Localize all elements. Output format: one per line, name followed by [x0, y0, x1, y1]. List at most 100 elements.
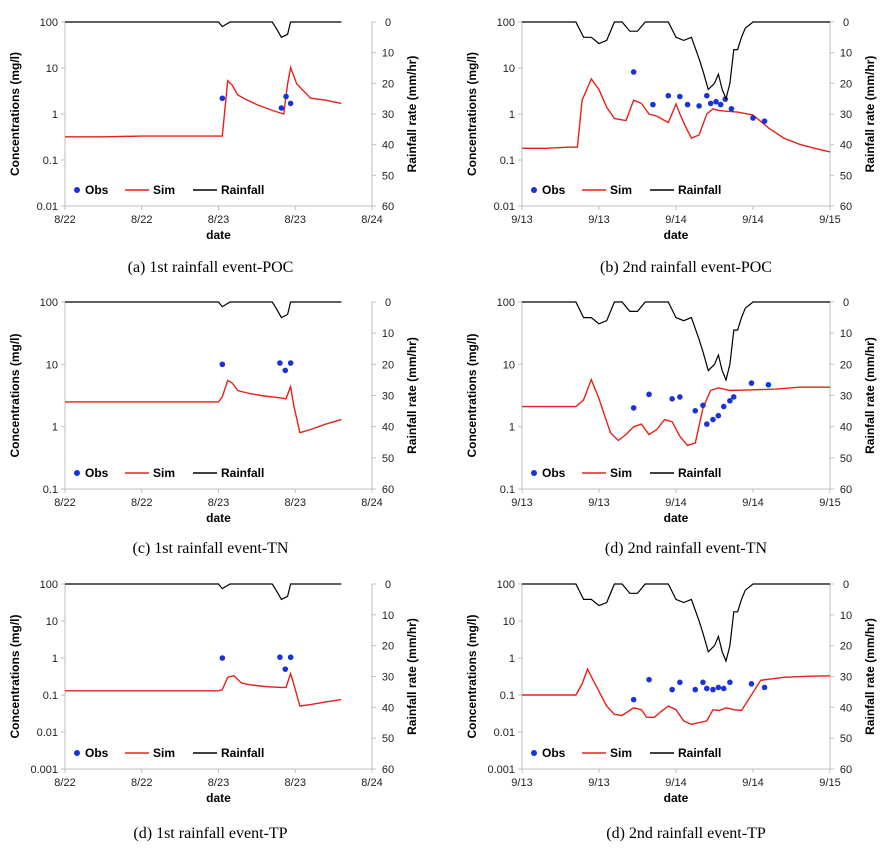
obs-point: [646, 676, 652, 683]
y-tick-label: 0.001: [487, 764, 515, 776]
x-tick-label: 8/22: [54, 777, 75, 789]
y2-tick-label: 40: [382, 422, 394, 434]
obs-point: [730, 394, 737, 400]
obs-point: [287, 654, 294, 661]
x-tick-label: 8/22: [54, 497, 75, 509]
y-tick-label: 0.1: [43, 484, 58, 496]
obs-point: [717, 101, 724, 108]
chart-panel-d: 100 10 1 0.1 0 10 20 30 40 50 60 9/13 9/13 9/14 9/14 9/…: [465, 297, 877, 557]
y2-tick-label: 50: [840, 170, 852, 182]
obs-point: [765, 381, 772, 388]
obs-point: [727, 679, 733, 686]
x-tick-label: 9/15: [819, 777, 840, 789]
obs-point: [287, 360, 294, 366]
y2-axis-title: Rainfall rate (mm/hr): [405, 618, 419, 735]
y2-tick-label: 30: [840, 109, 852, 121]
obs-point: [700, 679, 706, 686]
y-tick-label: 10: [46, 63, 58, 75]
y2-tick-label: 40: [382, 140, 394, 152]
legend-obs-marker: [74, 750, 80, 756]
y-tick-label: 1: [52, 109, 58, 121]
obs-point: [278, 105, 285, 111]
y-tick-label: 100: [497, 17, 515, 29]
legend-rain-label: Rainfall: [678, 746, 721, 760]
y-tick-label: 1: [509, 653, 515, 665]
x-tick-label: 9/14: [742, 497, 763, 509]
y2-tick-label: 30: [840, 391, 852, 403]
y2-tick-label: 50: [382, 733, 394, 745]
panel-caption: (c) 1st rainfall event-TN: [133, 540, 289, 557]
y2-tick-label: 0: [843, 297, 849, 309]
y2-tick-label: 40: [840, 702, 852, 714]
obs-point: [704, 92, 710, 99]
obs-point: [707, 100, 714, 107]
y2-tick-label: 10: [382, 328, 394, 340]
y-tick-label: 10: [503, 63, 515, 75]
y2-tick-label: 0: [843, 17, 849, 29]
x-tick-label: 8/22: [54, 214, 75, 226]
y2-tick-label: 60: [382, 201, 394, 213]
legend-rain-label: Rainfall: [678, 466, 721, 480]
y-tick-label: 0.01: [37, 727, 58, 739]
x-tick-label: 9/15: [819, 497, 840, 509]
y2-tick-label: 50: [840, 733, 852, 745]
y2-axis-title: Rainfall rate (mm/hr): [405, 337, 419, 454]
obs-point: [277, 360, 283, 366]
obs-point: [761, 684, 768, 691]
x-tick-label: 9/13: [511, 777, 532, 789]
y-tick-label: 100: [40, 579, 58, 591]
y2-tick-label: 30: [382, 391, 394, 403]
sim-line: [65, 671, 342, 707]
y-tick-label: 1: [52, 653, 58, 665]
y-tick-label: 1: [52, 422, 58, 434]
y2-tick-label: 60: [382, 484, 394, 496]
y-axis-title: Concentrations (mg/l): [465, 614, 479, 738]
chart-panel-f: 100 10 1 0.1 0.01 0.001 0 10 20 30 40 50 60 9/13 9/13 9…: [465, 579, 877, 842]
obs-point: [650, 101, 656, 108]
sim-line: [522, 667, 831, 726]
x-axis-title: date: [206, 791, 231, 805]
y-tick-label: 1: [509, 422, 515, 434]
x-tick-label: 8/24: [361, 214, 382, 226]
y2-axis-title: Rainfall rate (mm/hr): [863, 337, 877, 454]
y2-tick-label: 10: [382, 610, 394, 622]
legend-rain-label: Rainfall: [221, 183, 264, 197]
rainfall-line: [65, 301, 342, 319]
chart-panel-b: 100 10 1 0.1 0.01 0 10 20 30 40 50 60 9/13 9/13 9/14 9/…: [465, 17, 877, 276]
rainfall-line: [65, 21, 342, 39]
x-tick-label: 9/14: [665, 777, 686, 789]
y2-tick-label: 60: [840, 484, 852, 496]
obs-point: [665, 92, 672, 99]
obs-point: [748, 681, 755, 687]
x-axis-title: date: [206, 228, 231, 242]
y-tick-label: 10: [46, 616, 58, 628]
legend-obs-marker: [74, 470, 80, 476]
obs-point: [282, 666, 289, 672]
obs-point: [219, 655, 226, 661]
y-axis-title: Concentrations (mg/l): [465, 333, 479, 457]
obs-point: [677, 394, 683, 400]
obs-point: [700, 402, 706, 409]
y-tick-label: 1: [509, 109, 515, 121]
x-tick-label: 9/14: [665, 214, 686, 226]
obs-point: [677, 93, 683, 100]
legend-sim-label: Sim: [610, 466, 632, 480]
y-axis-title: Concentrations (mg/l): [465, 52, 479, 176]
obs-point: [710, 416, 716, 423]
y2-axis-title: Rainfall rate (mm/hr): [405, 56, 419, 173]
x-tick-label: 8/23: [285, 497, 306, 509]
y2-tick-label: 50: [382, 453, 394, 465]
obs-point: [684, 101, 691, 108]
obs-point: [713, 98, 719, 105]
chart-panel-e: 100 10 1 0.1 0.01 0.001 0 10 20 30 40 50 60 8/22 8/22 8…: [8, 579, 419, 842]
y2-tick-label: 0: [385, 17, 391, 29]
obs-point: [696, 103, 702, 109]
legend-sim-label: Sim: [153, 183, 175, 197]
x-tick-label: 8/23: [208, 214, 229, 226]
obs-point: [277, 654, 283, 661]
x-tick-label: 9/13: [511, 497, 532, 509]
y2-tick-label: 10: [840, 610, 852, 622]
y2-tick-label: 50: [382, 170, 394, 182]
x-tick-label: 8/23: [208, 497, 229, 509]
